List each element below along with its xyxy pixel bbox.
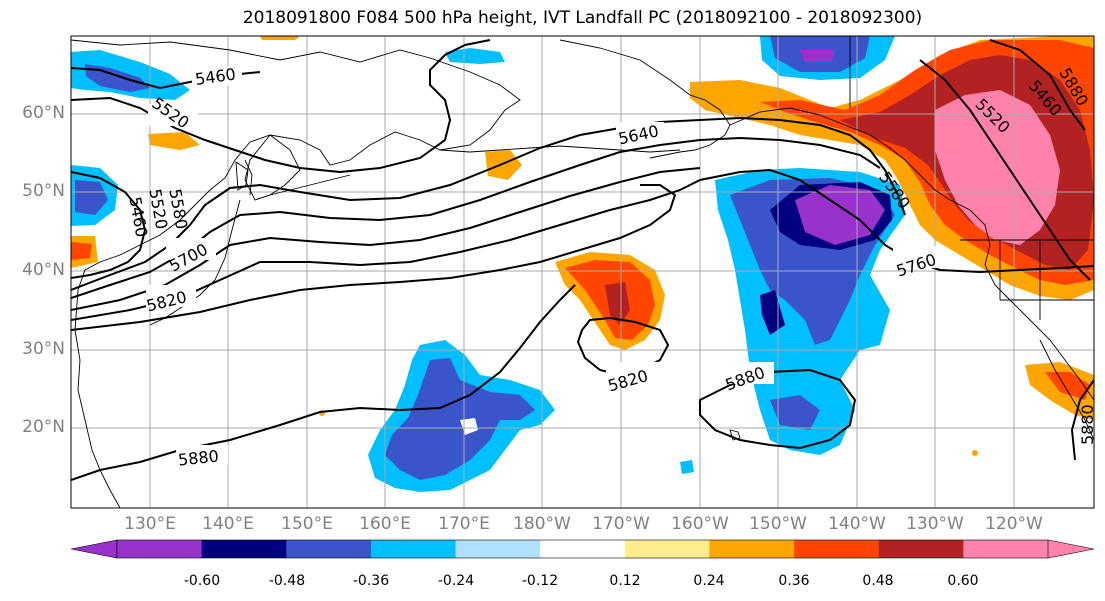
lon-label: 130°E: [124, 514, 176, 534]
colorbar-bin: [878, 540, 964, 558]
colorbar-tick-label: 0.24: [693, 573, 725, 589]
colorbar-low-extend: [70, 539, 118, 559]
contour-5880-right: [1070, 379, 1094, 461]
ivt-negative-region: [445, 48, 505, 64]
kuril-islands: [254, 174, 351, 201]
colorbar-bin: [286, 540, 372, 558]
ivt-positive-region: [148, 132, 200, 150]
lon-label: 140°E: [202, 514, 254, 534]
contour-label: 5880: [1078, 404, 1097, 445]
ivt-negative-region: [770, 395, 820, 430]
lon-label: 180°W: [513, 514, 571, 534]
contour-5520: [71, 39, 491, 174]
colorbar-bin: [117, 540, 203, 558]
us-canada-border: [849, 36, 1094, 241]
lat-label: 40°N: [22, 260, 65, 280]
colorbar-bin: [540, 540, 626, 558]
japan-coastline: [235, 161, 249, 191]
contour-5460-right: [989, 39, 1086, 131]
colorbar-tick-label: 0.48: [862, 573, 894, 589]
contour-5820: [71, 184, 677, 331]
ivt-negative-region: [385, 358, 535, 480]
colorbar-bin: [624, 540, 710, 558]
lat-label: 20°N: [22, 417, 65, 437]
lon-label: 130°W: [906, 514, 964, 534]
ivt-positive-region: [972, 450, 978, 456]
ivt-shading: [71, 36, 1094, 492]
aleutian-islands: [439, 145, 681, 153]
map-title: 2018091800 F084 500 hPa height, IVT Land…: [242, 8, 923, 28]
colorbar-tick-label: -0.24: [437, 573, 475, 589]
colorbar-tick-label: -0.60: [183, 573, 221, 589]
lon-label: 160°E: [359, 514, 411, 534]
colorbar-bin: [794, 540, 880, 558]
colorbar-bin: [709, 540, 795, 558]
colorbar-tick-label: 0.12: [609, 573, 641, 589]
colorbar-tick-label: -0.36: [352, 573, 390, 589]
colorbar-high-extend: [1047, 539, 1095, 559]
contour-5880-closed: [699, 368, 857, 450]
contour-label: 5460: [125, 195, 151, 238]
colorbar-bin: [201, 540, 287, 558]
colorbar-bin: [455, 540, 541, 558]
ivt-negative-region: [760, 290, 785, 335]
japan-coastline: [149, 199, 241, 326]
contour-5580: [71, 171, 147, 279]
ivt-negative-region: [795, 185, 885, 245]
baja-coastline: [1039, 339, 1094, 441]
lat-label: 30°N: [22, 339, 65, 359]
ivt-positive-region: [260, 36, 300, 40]
coastlines: [71, 36, 1094, 508]
contour-label: 5880: [177, 446, 219, 469]
ivt-positive-region: [485, 150, 522, 180]
lat-label: 50°N: [22, 181, 65, 201]
contour-5520-right: [919, 59, 1091, 281]
lat-label: 60°N: [22, 103, 65, 123]
contour-5580-right: [71, 116, 906, 291]
alaska-coastline: [729, 107, 1094, 401]
contour-5880: [71, 284, 576, 481]
lon-label: 150°E: [281, 514, 333, 534]
lon-label: 120°W: [985, 514, 1043, 534]
colorbar: [70, 539, 1095, 559]
alaska-coastline: [559, 39, 731, 159]
colorbar-tick-label: -0.48: [268, 573, 306, 589]
ivt-positive-region: [605, 282, 630, 325]
colorbar-frame: [116, 539, 1049, 559]
colorbar-tick-label: -0.12: [521, 573, 559, 589]
contour-5700: [71, 167, 701, 311]
asia-coastline: [71, 39, 521, 508]
ivt-negative-region: [75, 180, 108, 215]
ivt-negative-region: [800, 50, 835, 62]
colorbar-tick-label: 0.60: [947, 573, 979, 589]
lon-label: 160°W: [671, 514, 729, 534]
colorbar-bin: [963, 540, 1049, 558]
colorbar-tick-label: 0.36: [778, 573, 810, 589]
ivt-positive-region: [71, 242, 92, 260]
ivt-negative-region: [680, 460, 694, 474]
ivt-positive-region: [935, 90, 1060, 245]
lon-label: 140°W: [828, 514, 886, 534]
lon-label: 170°W: [592, 514, 650, 534]
sakhalin-coastline: [244, 159, 253, 196]
lon-label: 150°W: [749, 514, 807, 534]
colorbar-bin: [370, 540, 457, 558]
lon-label: 170°E: [438, 514, 490, 534]
map-border: [70, 35, 1095, 509]
